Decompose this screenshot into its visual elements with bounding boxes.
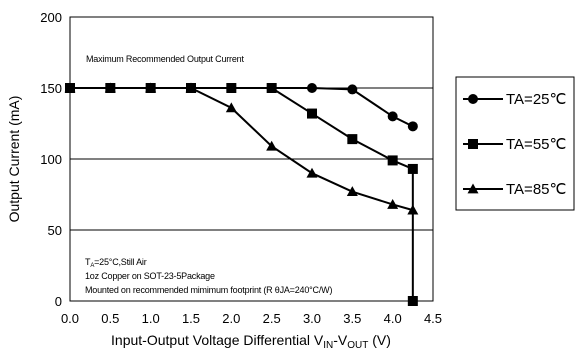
x-tick-label: 3.5 [343,311,361,326]
data-point-triangle [346,186,358,197]
x-tick-label: 4.0 [384,311,402,326]
data-point-square [407,296,418,306]
data-point-triangle [306,167,318,178]
y-axis-title: Output Current (mA) [6,96,22,223]
x-tick-label: 1.5 [182,311,200,326]
legend-marker-circle [468,94,478,104]
y-tick-label: 50 [48,223,62,238]
x-tick-label: 0.5 [101,311,119,326]
plot-frame [69,16,434,302]
series-group [64,82,419,306]
y-tick-labels: 0 50 100 150 200 [40,10,62,309]
x-tick-labels: 0.0 0.5 1.0 1.5 2.0 2.5 3.0 3.5 4.0 4.5 [61,311,442,326]
data-point-square [266,83,277,93]
x-tick-label: 4.5 [424,311,442,326]
legend-label-square: TA=55℃ [506,136,566,153]
series-triangle [64,82,419,215]
data-point-triangle [225,102,237,113]
annotation-conditions-2: 1oz Copper on SOT-23-5Package [85,271,215,281]
series-line-triangle [70,87,414,212]
x-tick-label: 1.0 [142,311,160,326]
data-point-triangle [407,204,419,215]
data-point-triangle [185,82,197,93]
data-point-circle [347,84,358,95]
y-tick-label: 150 [40,81,62,96]
y-tick-label: 0 [55,294,62,309]
data-point-square [307,108,317,119]
data-point-triangle [145,82,157,93]
annotation-conditions-3: Mounted on recommended mimimum footprint… [85,285,332,295]
grid [70,87,433,231]
series-line-circle [70,87,414,128]
legend-marker-triangle [467,183,479,194]
data-point-circle [407,121,418,132]
data-point-square [347,134,358,145]
legend-label-circle: TA=25℃ [506,91,566,108]
data-point-square [407,163,418,174]
annotation-conditions-1: TA=25°C,Still Air [85,257,147,269]
data-point-square [226,83,237,93]
x-tick-label: 0.0 [61,311,79,326]
data-point-square [387,155,398,166]
series-circle [65,83,418,132]
y-tick-label: 200 [40,10,62,25]
data-point-triangle [64,82,76,93]
data-point-circle [307,83,317,93]
y-tick-label: 100 [40,152,62,167]
x-tick-label: 2.5 [263,311,281,326]
x-axis-title: Input-Output Voltage Differential VIN-VO… [111,332,391,351]
x-tick-label: 3.0 [303,311,321,326]
data-point-triangle [387,198,399,209]
data-point-triangle [104,82,116,93]
annotation-max-current: Maximum Recommended Output Current [86,54,244,64]
data-point-circle [387,111,398,122]
data-point-triangle [266,140,278,151]
legend-marker-square [468,139,478,149]
legend-label-triangle: TA=85℃ [506,181,566,198]
x-tick-label: 2.0 [222,311,240,326]
legend: TA=25℃ TA=55℃ TA=85℃ [455,76,575,211]
